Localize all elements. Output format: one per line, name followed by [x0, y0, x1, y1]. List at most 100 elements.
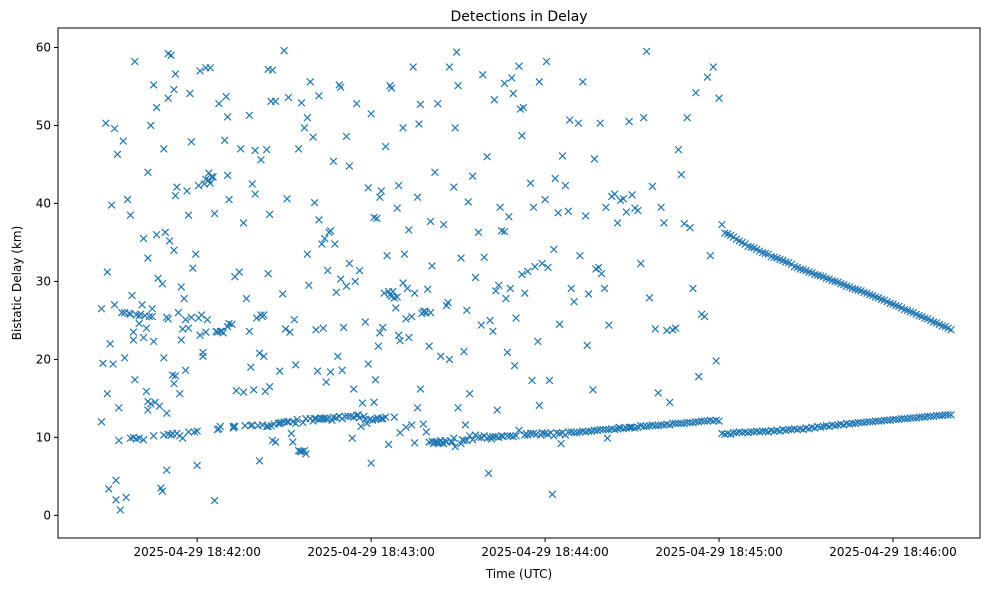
data-point [752, 427, 761, 435]
data-point [697, 417, 706, 425]
data-point [106, 340, 115, 348]
data-point [494, 281, 503, 290]
data-point [535, 77, 544, 86]
y-tick-label: 0 [43, 508, 51, 522]
data-point [109, 360, 117, 368]
data-point [496, 203, 504, 212]
data-point [348, 434, 357, 443]
data-point [187, 138, 196, 146]
data-point [512, 432, 520, 440]
data-point [767, 252, 776, 261]
data-point [368, 416, 377, 425]
data-point [709, 63, 718, 71]
data-point [428, 262, 436, 270]
data-point [700, 312, 709, 321]
data-point [451, 442, 460, 451]
data-point [645, 421, 654, 430]
data-point [561, 181, 570, 190]
data-point [506, 284, 515, 293]
data-point [706, 251, 715, 260]
data-point [906, 308, 915, 316]
data-point [718, 429, 726, 438]
data-point [389, 287, 397, 296]
data-point [810, 270, 819, 279]
data-point [423, 285, 432, 294]
data-point [364, 184, 373, 192]
x-axis-label: Time (UTC) [485, 567, 552, 581]
data-point [242, 294, 251, 303]
data-point [102, 119, 110, 127]
data-point [781, 258, 790, 266]
data-point [197, 311, 206, 319]
data-point [502, 294, 510, 303]
data-point [600, 284, 609, 293]
data-point [274, 419, 283, 428]
data-point [336, 83, 345, 92]
data-point [542, 57, 551, 66]
data-point [520, 289, 529, 297]
data-point [228, 320, 236, 329]
data-point [454, 81, 462, 90]
data-point [177, 283, 186, 291]
data-point [703, 417, 712, 425]
data-point [229, 422, 238, 431]
data-point [117, 308, 126, 317]
data-point [380, 289, 389, 297]
data-point [416, 385, 425, 393]
data-point [315, 216, 323, 224]
data-point [223, 113, 232, 121]
data-point [139, 234, 148, 243]
data-point [171, 191, 180, 200]
data-point [631, 424, 639, 432]
data-point [313, 367, 322, 375]
data-point [303, 113, 312, 122]
data-point [209, 173, 217, 181]
data-point [241, 421, 249, 430]
data-point [260, 352, 268, 361]
data-point [210, 496, 219, 505]
data-point [831, 277, 839, 286]
data-point [518, 131, 526, 140]
data-point [944, 410, 952, 419]
data-point [387, 84, 396, 92]
data-point [877, 295, 886, 304]
data-point [683, 113, 691, 122]
data-point [426, 217, 435, 226]
data-point [255, 456, 264, 465]
data-point [309, 133, 317, 141]
data-point [402, 315, 410, 323]
data-point [660, 421, 668, 429]
data-point [203, 315, 212, 324]
data-point [260, 311, 268, 319]
data-point [206, 179, 215, 188]
data-point [393, 204, 402, 212]
data-point [310, 198, 319, 207]
data-point [493, 406, 502, 414]
data-point [518, 270, 526, 279]
data-point [345, 259, 354, 268]
data-point [938, 322, 947, 330]
data-point [326, 226, 335, 235]
data-point [497, 226, 506, 235]
data-point [290, 315, 299, 324]
data-point [391, 304, 400, 312]
data-point [605, 321, 613, 329]
data-point [404, 226, 413, 234]
data-point [767, 426, 776, 435]
data-point [128, 291, 136, 300]
y-tick-label: 60 [36, 40, 51, 54]
data-point [142, 324, 151, 333]
data-point [565, 116, 574, 124]
data-point [149, 337, 158, 346]
data-point [202, 328, 210, 336]
data-point [660, 219, 668, 227]
data-point [280, 46, 288, 55]
data-point [854, 286, 863, 294]
data-point [99, 359, 107, 368]
data-point [284, 93, 293, 102]
data-point [461, 421, 470, 429]
data-point [403, 284, 412, 293]
data-point [929, 318, 938, 326]
data-point [515, 62, 523, 71]
